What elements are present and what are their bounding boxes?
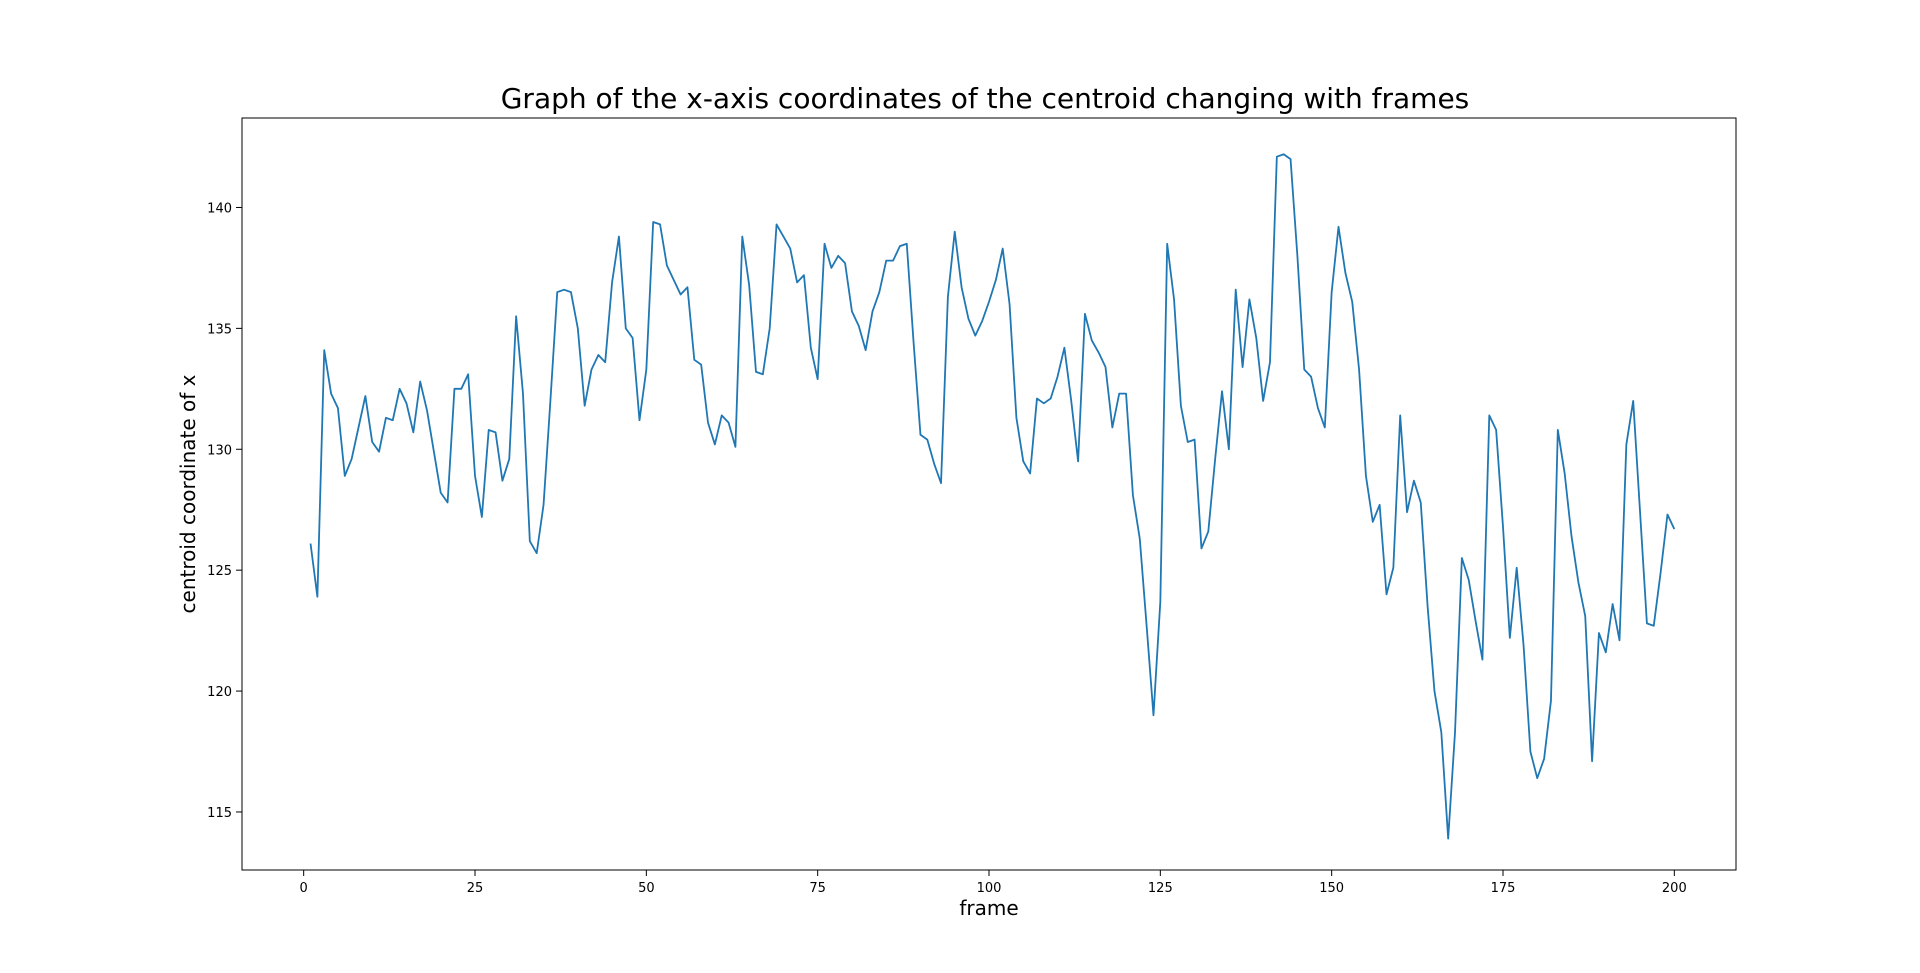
- x-tick-label: 100: [977, 881, 1002, 896]
- x-axis: 0 25 50 75 100 125 150 175 200: [300, 870, 1687, 896]
- x-tick-label: 25: [467, 881, 484, 896]
- x-tick-label: 175: [1491, 881, 1516, 896]
- y-tick-label: 120: [207, 685, 232, 700]
- x-tick-label: 150: [1319, 881, 1344, 896]
- y-tick-label: 135: [207, 322, 232, 337]
- y-tick-label: 130: [207, 443, 232, 458]
- y-tick-label: 115: [207, 806, 232, 821]
- x-tick-label: 50: [638, 881, 655, 896]
- series-layer: [309, 153, 1676, 840]
- x-axis-label: frame: [959, 896, 1018, 920]
- x-tick-label: 200: [1662, 881, 1687, 896]
- series-line: [309, 153, 1676, 840]
- x-tick-label: 75: [809, 881, 826, 896]
- chart-title: Graph of the x-axis coordinates of the c…: [501, 82, 1470, 115]
- y-axis-label: centroid coordinate of x: [176, 374, 200, 613]
- y-tick-label: 125: [207, 564, 232, 579]
- y-tick-label: 140: [207, 201, 232, 216]
- y-axis: 115 120 125 130 135 140: [207, 201, 242, 821]
- x-tick-label: 125: [1148, 881, 1173, 896]
- x-tick-label: 0: [300, 881, 308, 896]
- plot-frame: [241, 117, 1737, 871]
